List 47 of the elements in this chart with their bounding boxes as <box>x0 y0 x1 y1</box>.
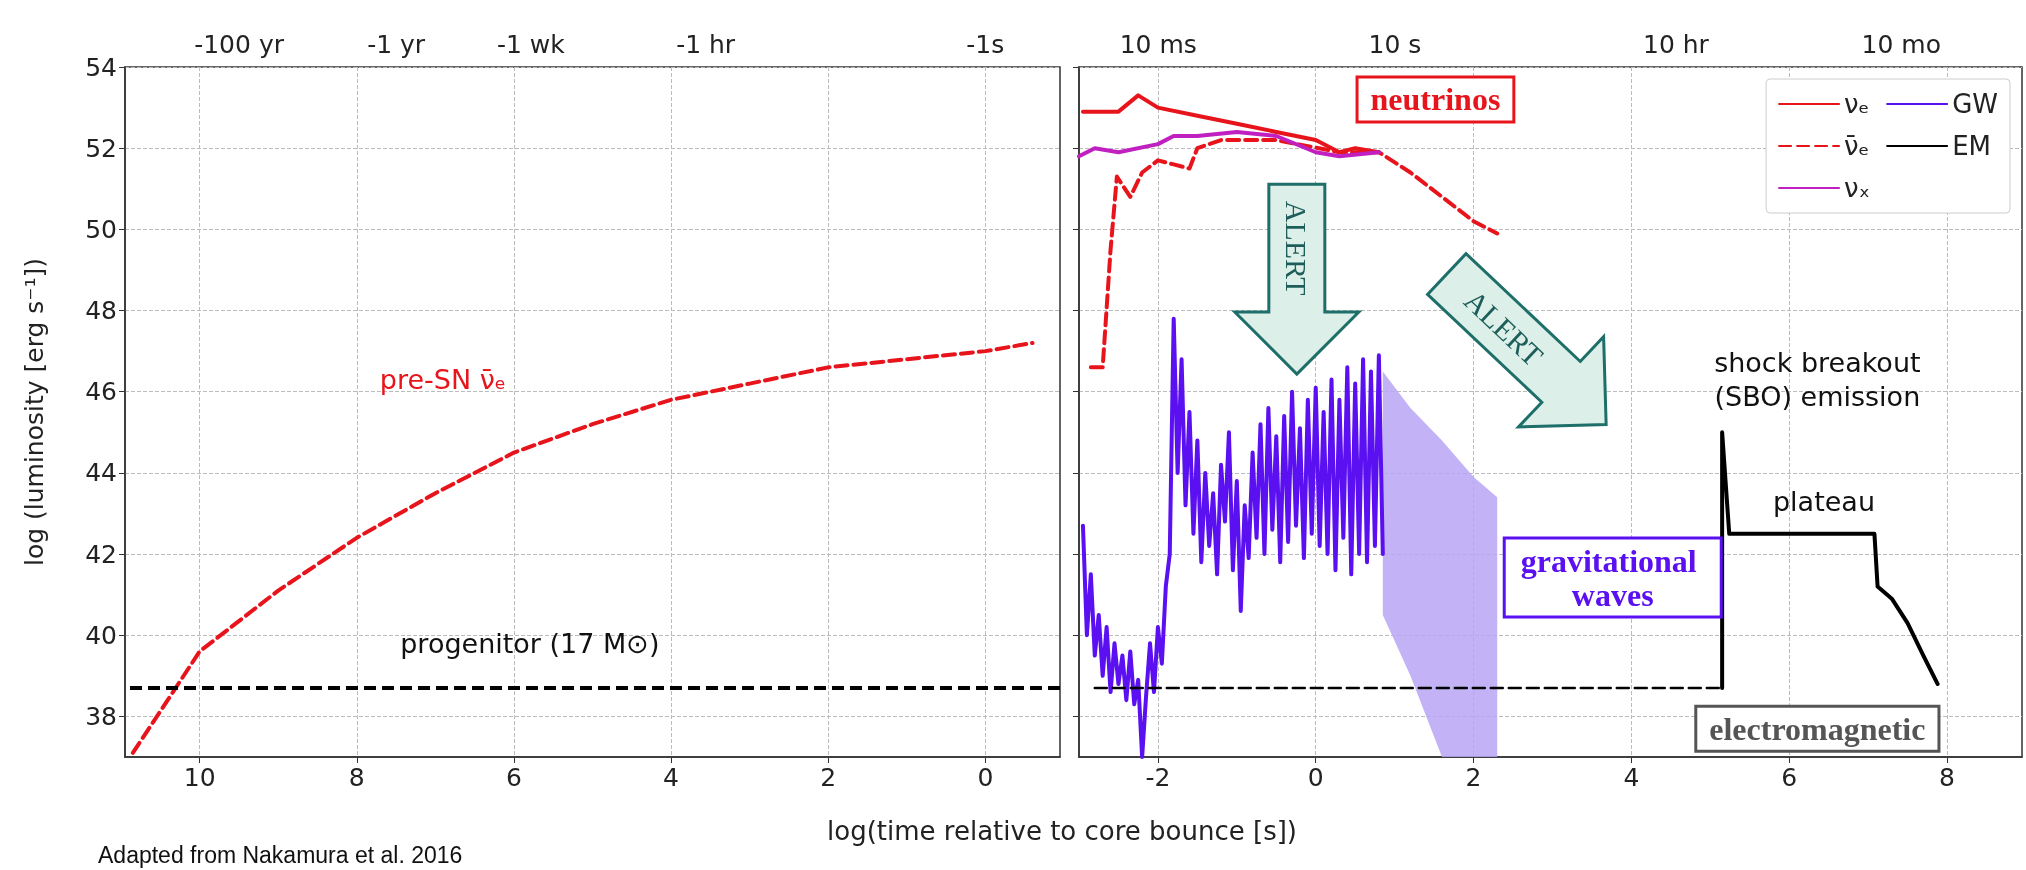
y-tick-label: 46 <box>85 377 117 407</box>
text: 10 mo <box>1861 30 1942 59</box>
x-tick-label: 10 <box>183 763 216 792</box>
x-tick-label: 6 <box>505 763 522 792</box>
legend-label: ν̄ₑ <box>1844 131 1870 161</box>
x-tick-label: 8 <box>348 763 365 792</box>
x-tick-label: 2 <box>820 763 837 792</box>
y-tick-label: 44 <box>85 458 117 488</box>
y-tick-label: 54 <box>85 52 117 82</box>
legend-label: νₑ <box>1844 89 1870 119</box>
text: -100 yr <box>194 30 285 59</box>
x-tick-label: 4 <box>663 763 680 792</box>
annotation: progenitor (17 M⊙) <box>400 627 660 659</box>
legend-label: GW <box>1952 89 1998 119</box>
text: -1 wk <box>496 30 566 59</box>
x-tick-label: 2 <box>1465 763 1482 792</box>
y-tick-label: 48 <box>85 296 117 326</box>
annotation: ALERT <box>1280 200 1314 296</box>
x-tick-label: 0 <box>1307 763 1324 792</box>
text: Adapted from Nakamura et al. 2016 <box>98 841 463 868</box>
text: 10 hr <box>1642 30 1710 59</box>
x-tick-label: 8 <box>1939 763 1955 792</box>
text: -1 hr <box>676 30 736 59</box>
text: 10 ms <box>1119 30 1197 59</box>
text: 10 s <box>1368 30 1422 59</box>
annotation: neutrinos <box>1370 81 1501 118</box>
legend-label: EM <box>1952 131 1992 161</box>
legend-label: νₓ <box>1844 173 1871 203</box>
x-axis-title: log(time relative to core bounce [s]) <box>826 816 1298 846</box>
y-axis-title: log (luminosity [erg s⁻¹]) <box>20 257 49 567</box>
text: -1 yr <box>367 30 426 59</box>
line-series <box>130 341 1035 755</box>
annotation: pre-SN ν̄ₑ <box>379 364 507 396</box>
y-tick-label: 40 <box>85 620 117 650</box>
annotation: plateau <box>1772 485 1875 517</box>
y-tick-label: 42 <box>85 539 117 569</box>
x-tick-label: 0 <box>977 763 994 792</box>
y-tick-label: 38 <box>85 701 117 731</box>
annotation: shock breakout (SBO) emission <box>1714 347 1921 413</box>
y-tick-label: 50 <box>85 214 117 244</box>
x-tick-label: 6 <box>1781 763 1798 792</box>
x-tick-label: 4 <box>1623 763 1640 792</box>
annotation: electromagnetic <box>1709 710 1926 747</box>
y-tick-label: 52 <box>85 133 117 163</box>
annotation: gravitational waves <box>1520 542 1705 613</box>
text: -1s <box>966 30 1005 59</box>
x-tick-label: -2 <box>1145 763 1171 792</box>
